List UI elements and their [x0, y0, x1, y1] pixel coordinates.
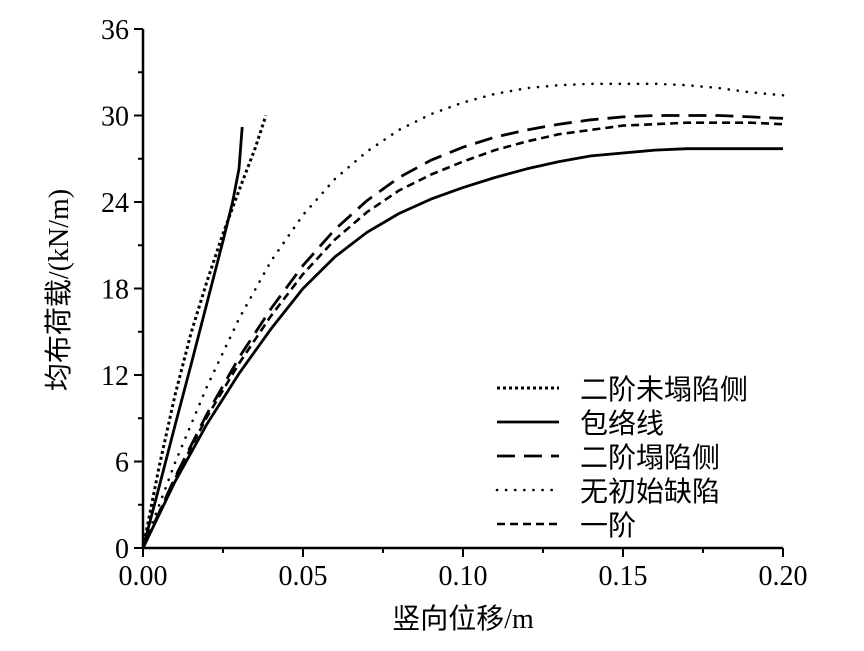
axes: 0 6 12 18 24 30 36 0.00 0.05 0.10 0.15 0.20: [101, 15, 808, 592]
y-tick-label: 0: [115, 534, 129, 565]
series-line: [141, 121, 784, 549]
y-tick-label: 6: [115, 448, 129, 479]
legend-label: 二阶未塌陷侧: [580, 374, 748, 406]
x-tick-label: 0.00: [119, 561, 168, 592]
x-tick-label: 0.10: [439, 561, 488, 592]
x-tick-label: 0.15: [599, 561, 648, 592]
x-axis-label: 竖向位移/m: [392, 603, 534, 635]
y-tick-label: 30: [101, 102, 129, 133]
legend-label: 一阶: [580, 510, 636, 542]
legend-label: 无初始缺陷: [580, 476, 720, 508]
y-tick-label: 12: [101, 361, 129, 392]
legend-label: 包络线: [580, 408, 664, 440]
y-tick-label: 36: [101, 15, 129, 46]
legend-label: 二阶塌陷侧: [580, 442, 720, 474]
y-axis-label: 均布荷载/(kN/m): [43, 189, 75, 391]
y-tick-label: 18: [101, 275, 129, 306]
x-tick-label: 0.20: [759, 561, 808, 592]
x-tick-label: 0.05: [279, 561, 328, 592]
y-tick-label: 24: [101, 188, 129, 219]
series-group: [141, 82, 785, 550]
series-line: [141, 147, 783, 549]
series-line: [141, 126, 244, 549]
series-line: [141, 114, 784, 549]
